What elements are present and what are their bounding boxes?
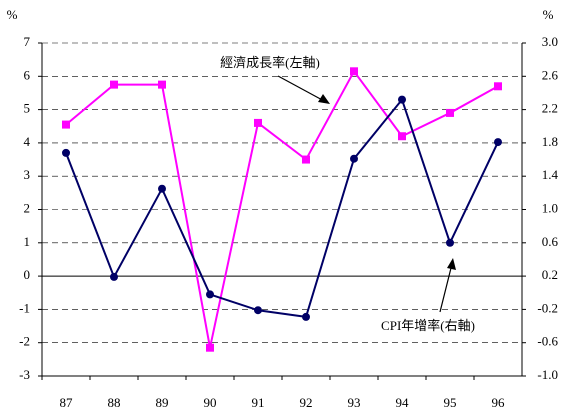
x-tick-label: 90 <box>204 395 217 410</box>
marker <box>62 120 70 129</box>
marker <box>110 272 118 281</box>
y2-tick-label: 1.8 <box>542 134 558 149</box>
x-tick-label: 96 <box>492 395 506 410</box>
x-tick-label: 87 <box>60 395 74 410</box>
y2-tick-label: 2.2 <box>542 101 558 116</box>
y-tick-label: 6 <box>24 67 31 82</box>
x-tick-label: 88 <box>108 395 121 410</box>
y2-tick-label: -1.0 <box>537 367 558 382</box>
y2-tick-label: -0.2 <box>537 300 558 315</box>
marker <box>350 67 358 76</box>
y2-tick-label: 1.0 <box>542 200 558 215</box>
y2-tick-label: 1.4 <box>542 167 559 182</box>
y-tick-label: 2 <box>24 200 31 215</box>
marker <box>494 82 502 91</box>
marker <box>158 80 166 89</box>
x-tick-label: 89 <box>156 395 169 410</box>
x-tick-label: 95 <box>444 395 457 410</box>
y2-axis-unit: % <box>543 7 554 22</box>
marker <box>398 95 406 104</box>
annotation-arrow <box>277 75 327 103</box>
y-tick-label: 4 <box>24 134 31 149</box>
series-line <box>65 97 499 319</box>
y-tick-label: 3 <box>24 167 31 182</box>
y-tick-label: -3 <box>19 367 30 382</box>
arrow-head <box>318 94 330 104</box>
marker <box>62 148 70 157</box>
x-tick-label: 93 <box>348 395 361 410</box>
y-tick-label: 5 <box>24 101 31 116</box>
y-axis-unit: % <box>7 7 18 22</box>
annotation-arrow <box>439 263 453 313</box>
marker <box>398 132 406 141</box>
marker <box>206 290 214 299</box>
marker <box>206 343 214 352</box>
arrow-head <box>447 258 456 270</box>
y-tick-label: 0 <box>24 267 31 282</box>
marker <box>446 108 454 117</box>
y2-tick-label: 0.2 <box>542 267 558 282</box>
y2-tick-label: 0.6 <box>542 234 559 249</box>
y-tick-label: 7 <box>24 34 31 49</box>
y-tick-label: 1 <box>24 234 31 249</box>
x-tick-label: 91 <box>252 395 265 410</box>
marker <box>254 118 262 127</box>
x-tick-label: 94 <box>396 395 410 410</box>
series-annotation: 經濟成長率(左軸) <box>220 55 320 70</box>
marker <box>446 238 454 247</box>
marker <box>494 138 502 147</box>
y-tick-label: -2 <box>19 334 30 349</box>
x-tick-label: 92 <box>300 395 313 410</box>
series-annotation: CPI年增率(右軸) <box>381 318 475 333</box>
y2-tick-label: -0.6 <box>537 334 558 349</box>
y2-tick-label: 3.0 <box>542 34 558 49</box>
marker <box>302 312 310 321</box>
marker <box>302 155 310 164</box>
marker <box>254 306 262 315</box>
marker <box>158 184 166 193</box>
y2-tick-label: 2.6 <box>542 67 559 82</box>
y-tick-label: -1 <box>19 300 30 315</box>
marker <box>350 154 358 163</box>
marker <box>110 80 118 89</box>
series-line <box>65 69 499 348</box>
